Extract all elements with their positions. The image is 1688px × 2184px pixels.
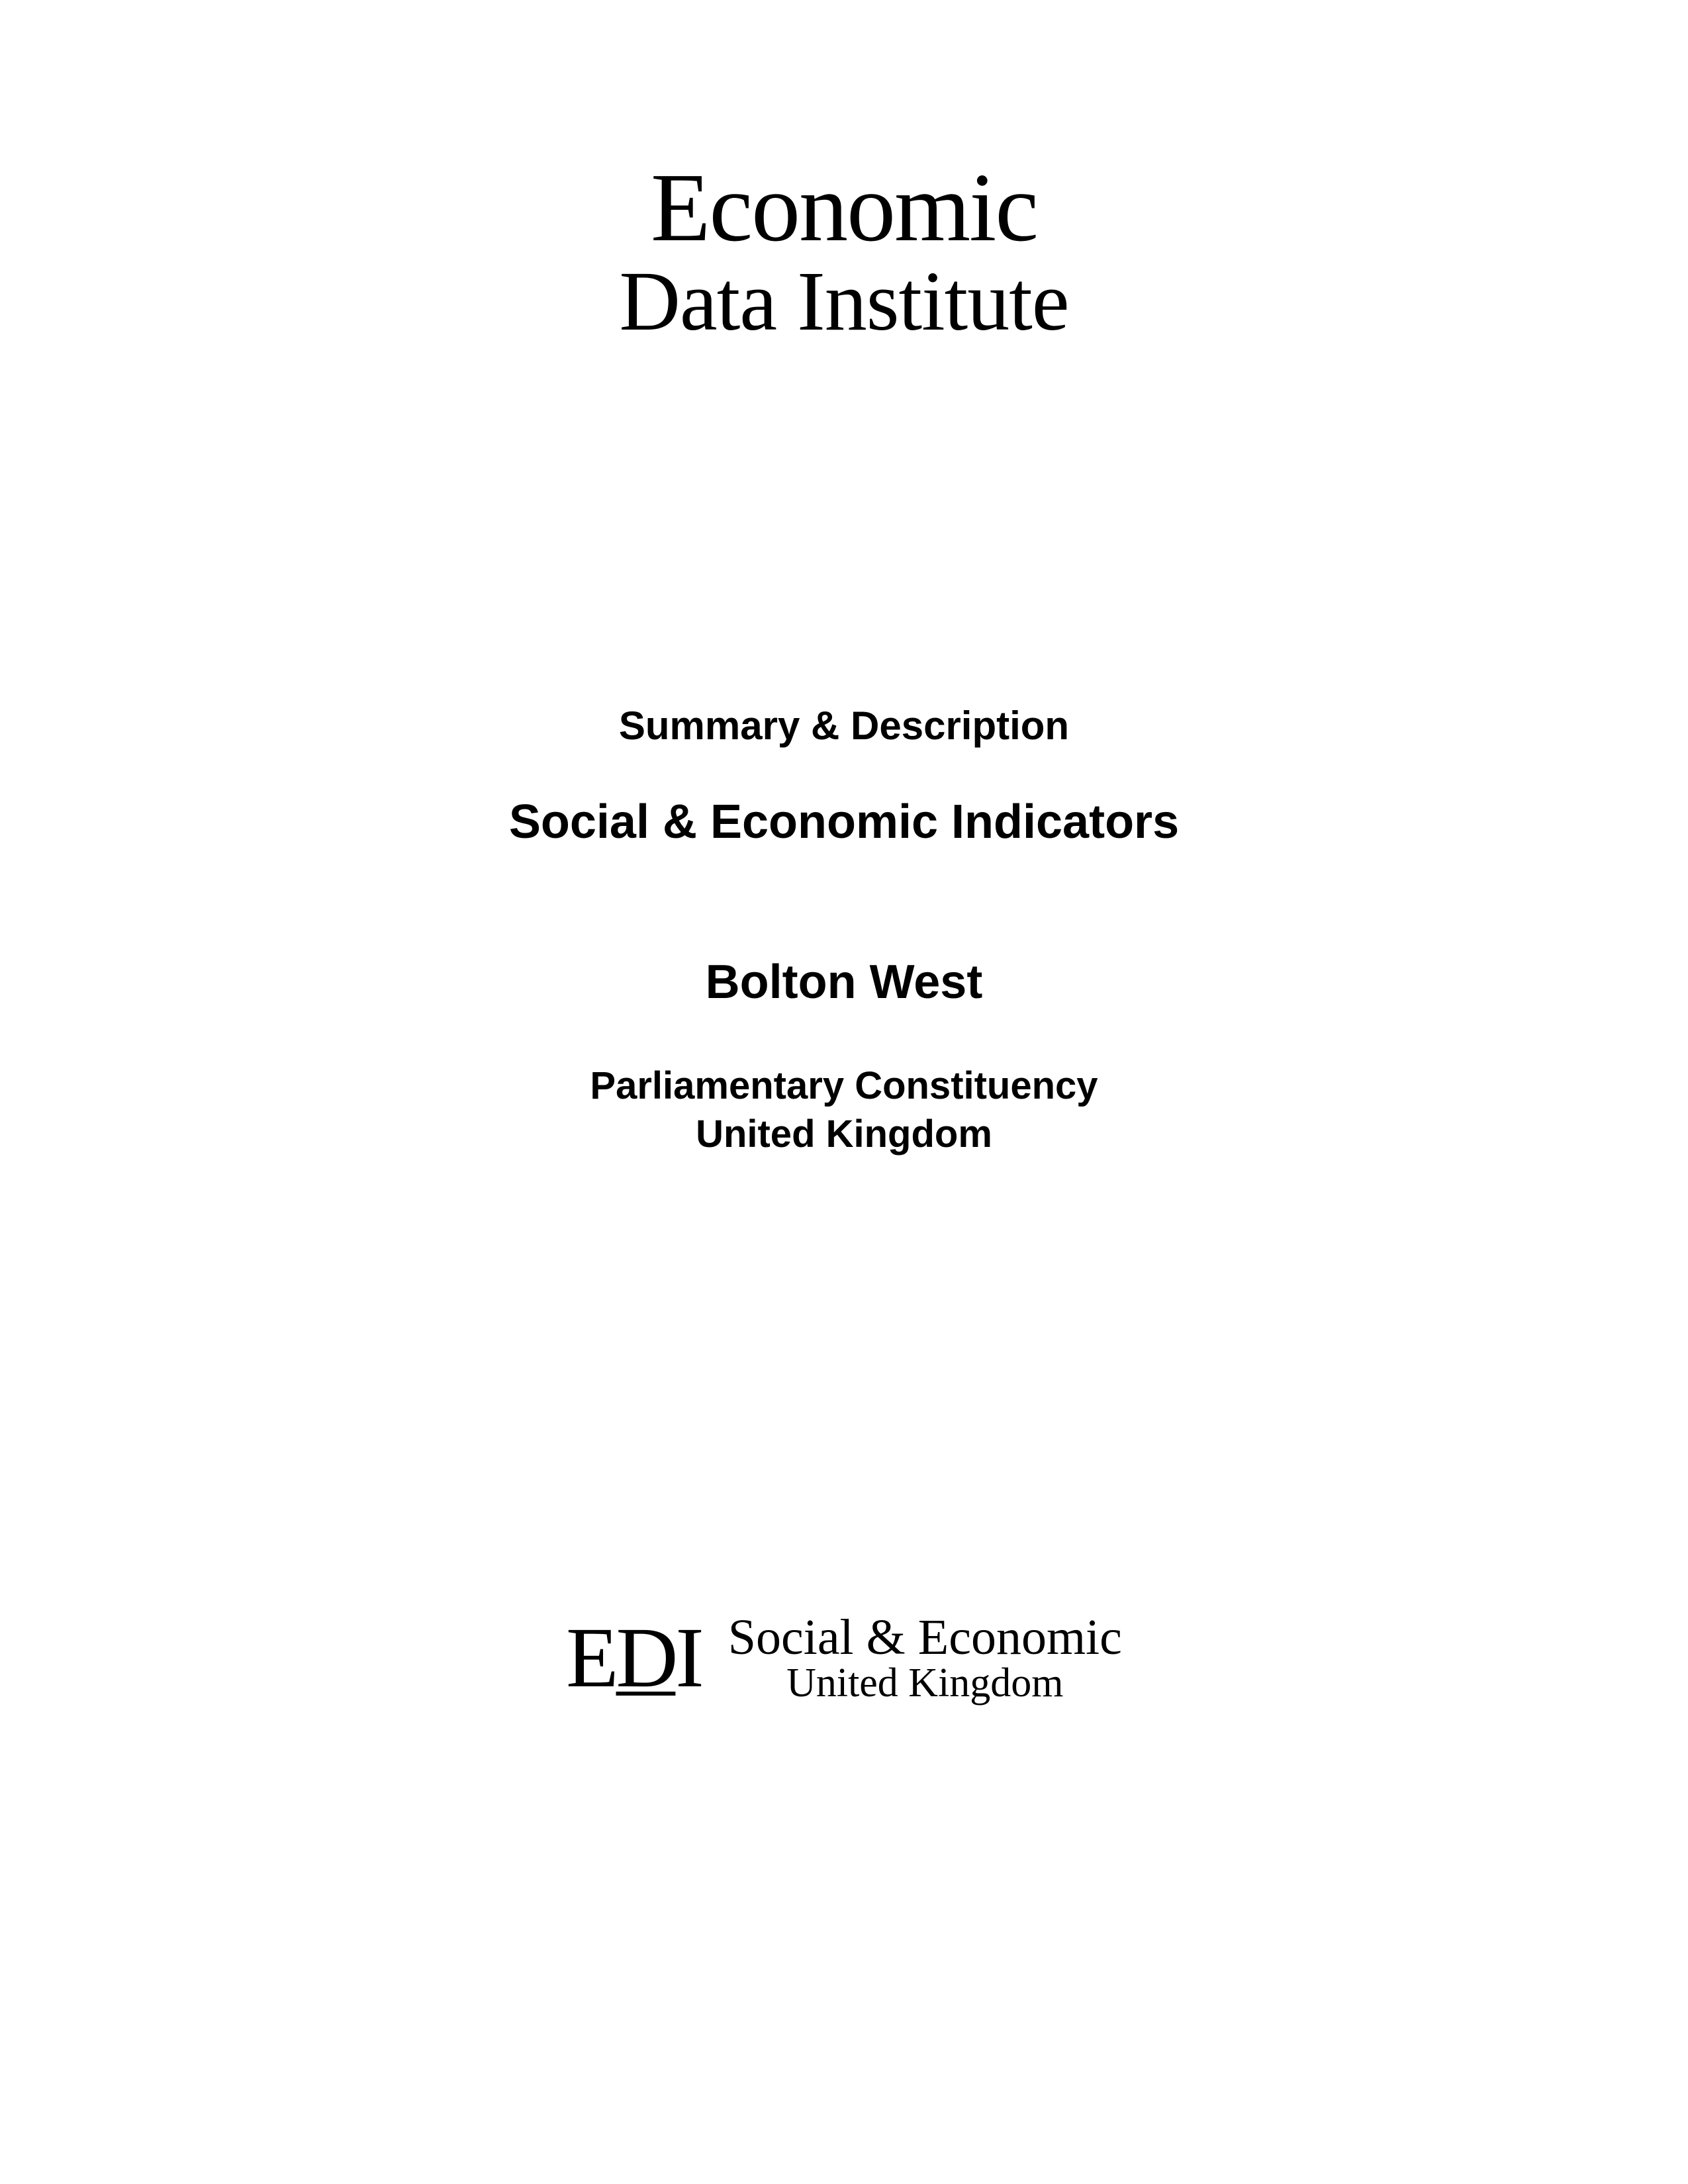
indicators-title: Social & Economic Indicators [509, 795, 1179, 849]
content-block: Summary & Description Social & Economic … [509, 703, 1179, 1158]
footer-text-line1: Social & Economic [728, 1612, 1122, 1662]
constituency-label: Parliamentary Constituency [509, 1062, 1179, 1111]
document-page: Economic Data Institute Summary & Descri… [0, 0, 1688, 2184]
footer-text-block: Social & Economic United Kingdom [728, 1612, 1122, 1704]
header-logo-line1: Economic [619, 159, 1068, 257]
footer-edi-mark: EDI [566, 1608, 702, 1707]
summary-description-label: Summary & Description [509, 703, 1179, 749]
location-name: Bolton West [509, 955, 1179, 1009]
header-logo: Economic Data Institute [619, 159, 1068, 345]
footer-text-line2: United Kingdom [728, 1662, 1122, 1704]
country-label: United Kingdom [509, 1111, 1179, 1159]
header-logo-line2: Data Institute [619, 257, 1068, 345]
footer-logo: EDI Social & Economic United Kingdom [566, 1608, 1122, 1707]
